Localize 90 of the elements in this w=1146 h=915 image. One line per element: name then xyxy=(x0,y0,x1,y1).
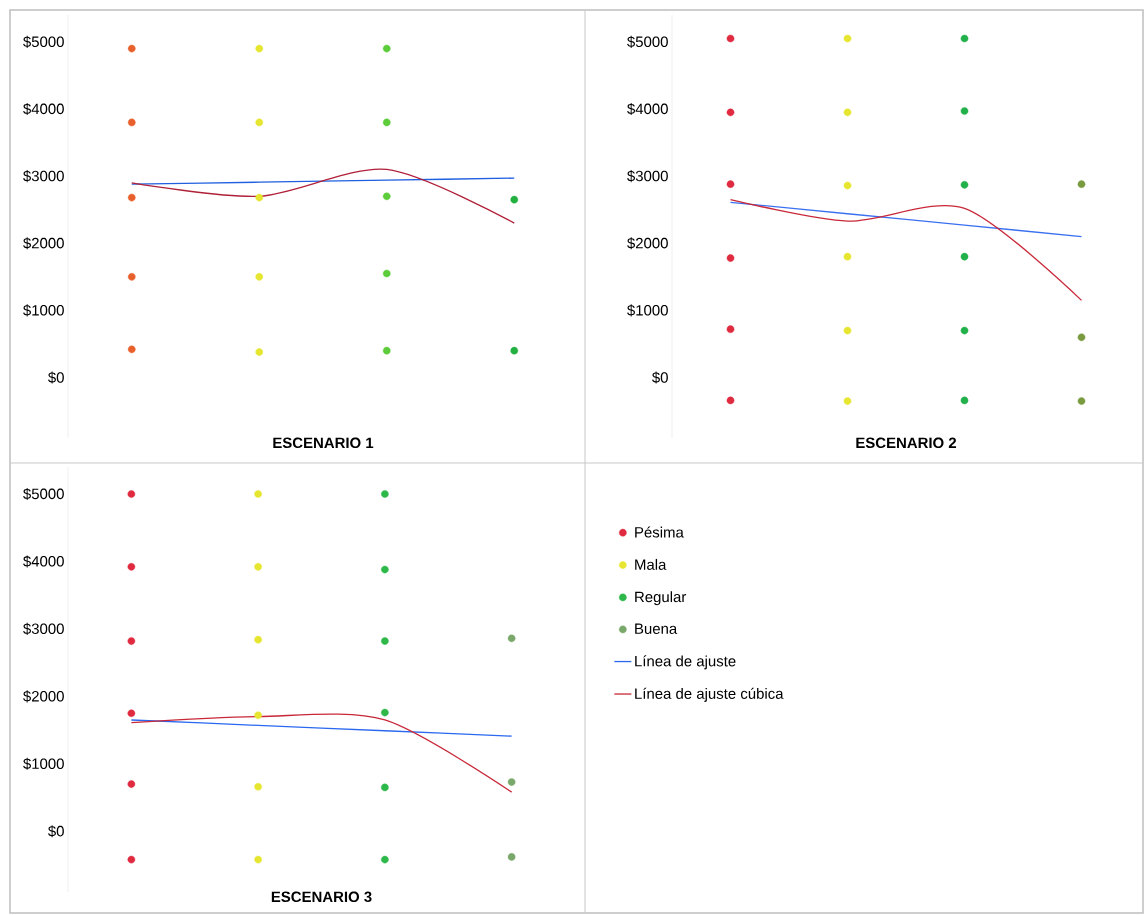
point xyxy=(382,118,391,127)
point xyxy=(960,107,969,115)
point xyxy=(726,180,735,188)
point xyxy=(255,118,264,127)
legend-label: Línea de ajuste xyxy=(635,655,736,670)
point xyxy=(726,108,735,117)
y-tick-label: $0 xyxy=(48,825,64,838)
y-tick-label: $1000 xyxy=(627,304,668,317)
point xyxy=(960,34,969,43)
point xyxy=(381,565,389,574)
legend-label: Regular xyxy=(635,591,687,606)
point xyxy=(255,273,264,281)
point xyxy=(254,782,262,791)
y-tick-label: $1000 xyxy=(23,757,64,770)
point xyxy=(127,637,136,645)
point xyxy=(843,252,852,261)
point xyxy=(726,254,735,262)
point xyxy=(381,855,389,864)
point xyxy=(382,192,391,201)
y-tick-label: $0 xyxy=(652,371,668,384)
y-tick-label: $0 xyxy=(48,371,64,384)
point xyxy=(127,855,136,864)
point xyxy=(381,783,389,792)
point xyxy=(507,853,516,861)
point xyxy=(381,637,389,645)
point xyxy=(843,108,852,117)
y-tick-label: $5000 xyxy=(627,35,668,48)
point xyxy=(1077,333,1086,342)
point xyxy=(843,181,852,190)
line-series xyxy=(131,177,515,185)
x-axis-title: ESCENARIO 3 xyxy=(271,891,372,903)
point xyxy=(382,269,391,278)
point xyxy=(510,346,519,355)
line-series xyxy=(131,168,515,224)
point xyxy=(254,635,262,644)
y-tick-label: $5000 xyxy=(23,487,64,501)
y-tick-label: $2000 xyxy=(627,237,668,250)
point xyxy=(382,346,391,355)
point xyxy=(127,490,136,498)
point xyxy=(726,34,735,43)
point xyxy=(127,273,136,281)
y-tick-label: $1000 xyxy=(23,304,64,317)
legend-label: Pésima xyxy=(635,526,684,538)
point xyxy=(510,195,519,204)
x-axis-title: ESCENARIO 2 xyxy=(856,437,957,449)
y-tick-label: $3000 xyxy=(627,170,668,183)
point xyxy=(127,193,136,202)
point xyxy=(254,711,262,720)
legend-label: Buena xyxy=(635,623,678,634)
point xyxy=(127,118,136,127)
y-tick-label: $4000 xyxy=(23,102,64,116)
point xyxy=(127,345,136,354)
point xyxy=(726,396,735,405)
point xyxy=(127,563,136,571)
point xyxy=(381,490,389,498)
point xyxy=(960,181,969,189)
point xyxy=(843,326,852,335)
point xyxy=(254,490,262,498)
line-series xyxy=(729,201,1083,238)
point xyxy=(127,780,136,788)
point xyxy=(843,397,852,405)
point xyxy=(382,44,391,53)
x-axis-title: ESCENARIO 1 xyxy=(273,437,374,449)
point xyxy=(1077,397,1086,405)
point xyxy=(127,44,136,53)
point xyxy=(381,708,389,717)
legend-label: Mala xyxy=(635,558,667,570)
point xyxy=(507,634,516,643)
point xyxy=(507,778,516,786)
point xyxy=(255,193,264,202)
point xyxy=(255,44,264,53)
legend-label: Línea de ajuste cúbica xyxy=(635,687,784,702)
y-tick-label: $3000 xyxy=(23,622,64,635)
y-tick-label: $2000 xyxy=(23,237,64,250)
point xyxy=(960,396,969,405)
y-tick-label: $4000 xyxy=(23,555,64,568)
point xyxy=(960,252,969,261)
y-tick-label: $4000 xyxy=(627,102,668,116)
line-series xyxy=(729,198,1083,301)
point xyxy=(1077,180,1086,188)
y-tick-label: $5000 xyxy=(23,35,64,48)
point xyxy=(960,326,969,335)
point xyxy=(726,325,735,334)
point xyxy=(254,855,262,864)
y-tick-label: $3000 xyxy=(23,170,64,183)
point xyxy=(255,348,264,356)
point xyxy=(127,709,136,718)
y-tick-label: $2000 xyxy=(23,690,64,703)
point xyxy=(843,34,852,43)
point xyxy=(254,563,262,571)
